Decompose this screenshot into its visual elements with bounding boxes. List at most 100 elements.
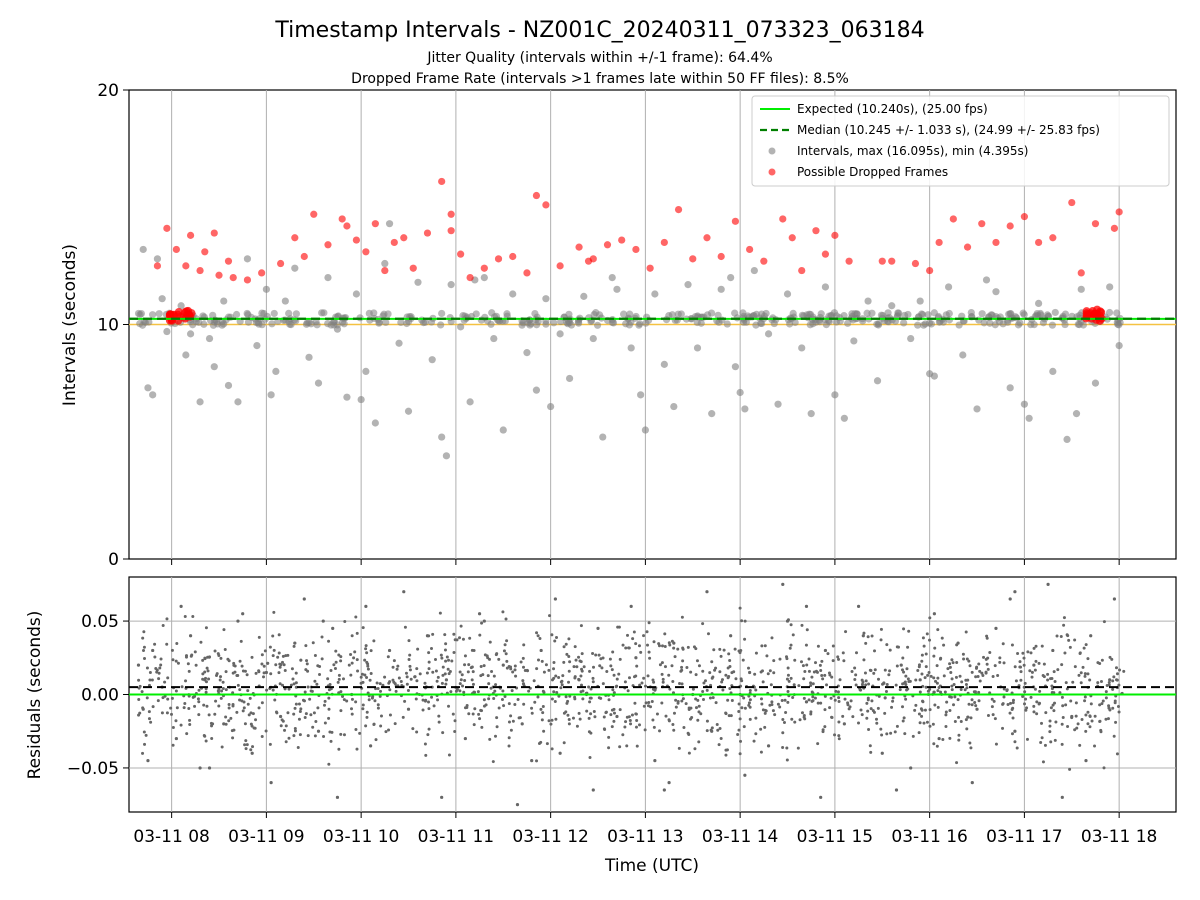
interval-point [926, 370, 934, 378]
residual-dense-point [914, 678, 918, 682]
residual-dense-point [320, 635, 324, 639]
residual-point [250, 751, 254, 755]
residual-point [236, 619, 240, 623]
residual-dense-point [262, 675, 266, 679]
residual-dense-point [694, 673, 698, 677]
residual-dense-point [945, 700, 949, 704]
residual-dense-point [1110, 657, 1114, 661]
residual-dense-point [341, 677, 345, 681]
residual-point [174, 736, 178, 741]
residual-dense-point [535, 631, 539, 635]
residual-dense-point [271, 654, 275, 658]
residual-dense-point [1025, 706, 1029, 710]
dropped-frame-point [224, 257, 233, 265]
residual-dense-point [778, 705, 782, 709]
residual-dense-point [1019, 678, 1023, 682]
residual-dense-point [566, 713, 570, 717]
residual-dense-point [932, 742, 936, 746]
residual-point [179, 604, 183, 608]
interval-point [992, 288, 1000, 296]
residual-dense-point [602, 715, 606, 719]
residual-dense-point [554, 717, 558, 721]
residual-dense-point [188, 722, 192, 726]
interval-point [428, 356, 436, 364]
residual-dense-point [1029, 651, 1033, 655]
interval-point [565, 374, 574, 383]
residual-dense-point [216, 689, 220, 693]
residual-dense-point [883, 668, 887, 672]
residual-dense-point [341, 695, 345, 699]
residual-dense-point [196, 697, 200, 701]
residual-dense-point [408, 664, 412, 668]
residual-dense-point [693, 747, 697, 751]
residual-dense-point [901, 705, 905, 709]
residual-dense-point [1002, 661, 1006, 665]
residual-dense-point [719, 654, 723, 658]
residual-dense-point [573, 645, 577, 649]
residual-point [402, 590, 406, 594]
residual-dense-point [747, 701, 751, 705]
interval-point [727, 274, 735, 282]
interval-dense-point [924, 311, 932, 319]
residual-dense-point [643, 728, 647, 732]
residual-dense-point [354, 728, 358, 732]
residual-dense-point [710, 660, 714, 664]
residual-dense-point [1048, 719, 1052, 723]
residual-dense-point [547, 668, 551, 672]
residual-dense-point [792, 683, 796, 687]
residual-dense-point [797, 684, 801, 688]
residual-dense-point [911, 734, 915, 738]
residual-dense-point [1065, 633, 1069, 637]
residual-point [151, 648, 155, 653]
residual-dense-point [421, 708, 425, 712]
residual-dense-point [993, 664, 997, 668]
residual-point [842, 722, 846, 726]
residual-dense-point [174, 659, 178, 663]
residual-dense-point [560, 683, 564, 687]
residual-point [444, 678, 449, 682]
residual-dense-point [761, 680, 765, 684]
residual-dense-point [441, 673, 445, 677]
residual-dense-point [667, 718, 671, 722]
residual-dense-point [497, 706, 501, 710]
residual-dense-point [176, 661, 180, 665]
residual-dense-point [734, 677, 738, 681]
residual-dense-point [329, 669, 333, 673]
residual-dense-point [364, 724, 368, 728]
interval-dense-point [900, 319, 908, 327]
dropped-frame-point [646, 264, 654, 272]
residual-dense-point [917, 665, 921, 669]
interval-point [1063, 435, 1071, 444]
residual-dense-point [447, 658, 451, 662]
x-tick-label: 03-11 12 [512, 827, 588, 847]
interval-dense-point [844, 319, 852, 327]
residual-dense-point [156, 699, 160, 703]
residual-dense-point [1011, 698, 1015, 702]
residual-dense-point [323, 721, 327, 725]
residual-dense-point [738, 752, 742, 756]
residual-dense-point [507, 744, 511, 748]
residual-dense-point [1117, 683, 1121, 687]
residual-dense-point [339, 732, 343, 736]
residual-point [937, 736, 941, 741]
residual-dense-point [633, 701, 637, 705]
residual-dense-point [681, 697, 685, 701]
residual-dense-point [507, 736, 511, 740]
residual-dense-point [183, 615, 187, 619]
residual-dense-point [941, 738, 945, 742]
residual-point [1070, 714, 1074, 719]
residual-dense-point [789, 676, 793, 680]
residual-dense-point [479, 664, 483, 668]
residual-dense-point [760, 702, 764, 706]
residual-dense-point [837, 699, 841, 703]
residual-dense-point [1111, 687, 1115, 691]
dropped-frame-point [423, 229, 432, 237]
residual-dense-point [479, 708, 483, 712]
residual-dense-point [424, 753, 428, 757]
residual-dense-point [664, 714, 668, 718]
residual-dense-point [837, 696, 841, 700]
residual-dense-point [668, 643, 672, 647]
residual-dense-point [780, 698, 784, 702]
residual-dense-point [545, 742, 549, 746]
